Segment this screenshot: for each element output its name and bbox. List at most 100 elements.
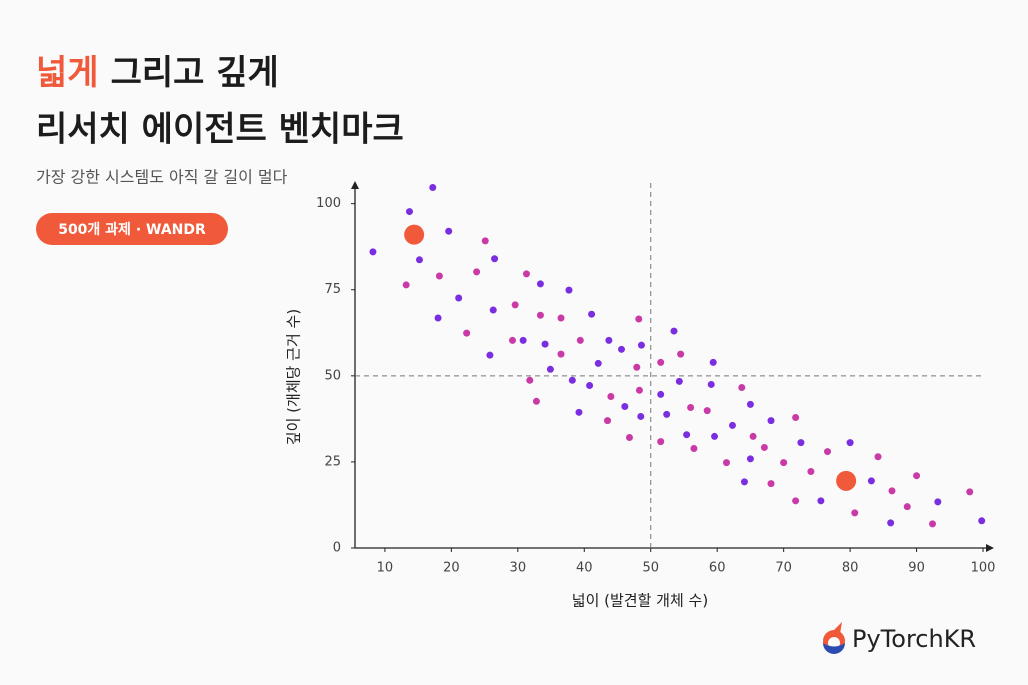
point <box>635 315 643 323</box>
point <box>903 503 911 511</box>
point <box>637 341 645 349</box>
point <box>966 488 974 496</box>
point <box>633 363 641 371</box>
x-tick-label: 40 <box>576 561 593 576</box>
point <box>767 480 775 488</box>
point <box>532 397 540 405</box>
point <box>635 386 643 394</box>
point <box>565 286 573 294</box>
point <box>473 268 481 276</box>
logo-icon <box>823 622 845 654</box>
x-tick-label: 90 <box>908 561 925 576</box>
point <box>888 487 896 495</box>
point <box>463 329 471 337</box>
point <box>709 358 717 366</box>
y-axis-label: 깊이 (개체당 근거 수) <box>285 309 303 445</box>
y-tick-label: 75 <box>324 282 341 297</box>
x-tick-label: 30 <box>510 561 527 576</box>
point <box>434 314 442 322</box>
x-tick-label: 10 <box>377 561 394 576</box>
point <box>625 433 633 441</box>
point <box>594 359 602 367</box>
plot: 넓이 (발견할 개체 수) 깊이 (개체당 근거 수) <box>285 181 994 610</box>
point <box>851 509 859 517</box>
point <box>780 459 788 467</box>
x-axis-label: 넓이 (발견할 개체 수) <box>572 592 708 610</box>
point <box>404 224 425 245</box>
point <box>740 478 748 486</box>
point <box>887 519 895 527</box>
point <box>486 351 494 359</box>
point <box>824 448 832 456</box>
point <box>605 336 613 344</box>
point <box>934 498 942 506</box>
point <box>707 380 715 388</box>
point <box>536 280 544 288</box>
point <box>557 350 565 358</box>
point <box>703 407 711 415</box>
y-axis-arrow <box>351 181 359 189</box>
x-tick-label: 70 <box>775 561 792 576</box>
logo-text: PyTorchKR <box>852 625 976 653</box>
point <box>568 376 576 384</box>
y-tick-label: 50 <box>324 368 341 383</box>
point <box>576 336 584 344</box>
point <box>429 183 437 191</box>
point <box>746 455 754 463</box>
x-tick-label: 100 <box>971 561 996 576</box>
point <box>575 408 583 416</box>
point <box>807 468 815 476</box>
point <box>481 237 489 245</box>
badge-bg <box>36 213 228 245</box>
point <box>670 327 678 335</box>
point <box>738 384 746 392</box>
point <box>402 281 410 289</box>
point <box>792 413 800 421</box>
point <box>663 410 671 418</box>
point <box>657 438 665 446</box>
point <box>978 517 986 525</box>
point <box>690 444 698 452</box>
subtitle: 가장 강한 시스템도 아직 갈 길이 멀다 <box>36 168 288 187</box>
badge: 500개 과제 · WANDR <box>58 222 206 238</box>
x-tick-label: 60 <box>709 561 726 576</box>
point <box>760 443 768 451</box>
point <box>519 336 527 344</box>
point <box>637 412 645 420</box>
title-accent: 넓게 <box>36 53 99 93</box>
title: 넓게 그리고 깊게 <box>36 53 279 93</box>
point <box>687 404 695 412</box>
point <box>489 306 497 314</box>
point <box>657 390 665 398</box>
point <box>604 417 612 425</box>
y-tick-label: 25 <box>324 454 341 469</box>
point <box>846 439 854 447</box>
point <box>723 459 731 467</box>
point <box>913 472 921 480</box>
point <box>677 350 685 358</box>
point <box>797 439 805 447</box>
point <box>929 520 937 528</box>
title-rest: 그리고 깊게 <box>111 53 279 93</box>
point <box>711 432 719 440</box>
point <box>746 400 754 408</box>
point <box>522 270 530 278</box>
point <box>405 208 413 216</box>
point <box>546 365 554 373</box>
point <box>435 272 443 280</box>
point <box>536 311 544 319</box>
y-tick-label: 0 <box>333 541 341 556</box>
point <box>369 248 377 256</box>
x-axis-arrow <box>986 544 994 552</box>
point <box>511 301 519 309</box>
point <box>617 345 625 353</box>
point <box>588 310 596 318</box>
y-tick-label: 100 <box>316 196 341 211</box>
x-tick-label: 50 <box>642 561 659 576</box>
point <box>675 377 683 385</box>
x-tick-label: 80 <box>842 561 859 576</box>
point <box>491 255 499 263</box>
point <box>415 256 423 264</box>
point <box>657 358 665 366</box>
